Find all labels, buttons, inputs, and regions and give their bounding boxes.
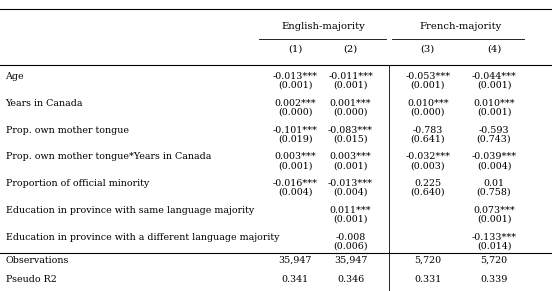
Text: (0.004): (0.004) xyxy=(278,188,312,197)
Text: (0.014): (0.014) xyxy=(477,242,511,250)
Text: Prop. own mother tongue: Prop. own mother tongue xyxy=(6,126,129,134)
Text: (0.001): (0.001) xyxy=(278,81,312,90)
Text: French-majority: French-majority xyxy=(420,22,502,31)
Text: 0.331: 0.331 xyxy=(414,275,442,283)
Text: Education in province with same language majority: Education in province with same language… xyxy=(6,206,254,215)
Text: 5,720: 5,720 xyxy=(480,256,508,265)
Text: 0.01: 0.01 xyxy=(484,179,505,188)
Text: (0.006): (0.006) xyxy=(333,242,368,250)
Text: 0.002***: 0.002*** xyxy=(274,99,316,108)
Text: 0.073***: 0.073*** xyxy=(473,206,515,215)
Text: (0.015): (0.015) xyxy=(333,134,368,143)
Text: (3): (3) xyxy=(421,45,435,54)
Text: -0.044***: -0.044*** xyxy=(471,72,517,81)
Text: Education in province with a different language majority: Education in province with a different l… xyxy=(6,233,279,242)
Text: Years in Canada: Years in Canada xyxy=(6,99,83,108)
Text: (2): (2) xyxy=(343,45,358,54)
Text: -0.008: -0.008 xyxy=(336,233,365,242)
Text: -0.013***: -0.013*** xyxy=(328,179,373,188)
Text: 0.010***: 0.010*** xyxy=(407,99,449,108)
Text: English-majority: English-majority xyxy=(281,22,365,31)
Text: -0.593: -0.593 xyxy=(479,126,509,134)
Text: -0.013***: -0.013*** xyxy=(273,72,318,81)
Text: (1): (1) xyxy=(288,45,302,54)
Text: 0.225: 0.225 xyxy=(414,179,442,188)
Text: 35,947: 35,947 xyxy=(334,256,367,265)
Text: -0.039***: -0.039*** xyxy=(471,152,517,161)
Text: (0.001): (0.001) xyxy=(477,81,511,90)
Text: (0.003): (0.003) xyxy=(411,161,445,170)
Text: (0.758): (0.758) xyxy=(477,188,511,197)
Text: 0.003***: 0.003*** xyxy=(330,152,371,161)
Text: 0.341: 0.341 xyxy=(282,275,309,283)
Text: -0.053***: -0.053*** xyxy=(405,72,450,81)
Text: 35,947: 35,947 xyxy=(279,256,312,265)
Text: -0.083***: -0.083*** xyxy=(328,126,373,134)
Text: Age: Age xyxy=(6,72,24,81)
Text: (0.019): (0.019) xyxy=(278,134,312,143)
Text: 0.339: 0.339 xyxy=(480,275,508,283)
Text: (4): (4) xyxy=(487,45,501,54)
Text: (0.004): (0.004) xyxy=(333,188,368,197)
Text: 0.346: 0.346 xyxy=(337,275,364,283)
Text: (0.001): (0.001) xyxy=(333,81,368,90)
Text: -0.133***: -0.133*** xyxy=(471,233,517,242)
Text: -0.016***: -0.016*** xyxy=(273,179,318,188)
Text: -0.032***: -0.032*** xyxy=(405,152,450,161)
Text: Prop. own mother tongue*Years in Canada: Prop. own mother tongue*Years in Canada xyxy=(6,152,211,161)
Text: -0.011***: -0.011*** xyxy=(328,72,373,81)
Text: 0.011***: 0.011*** xyxy=(330,206,371,215)
Text: 5,720: 5,720 xyxy=(414,256,442,265)
Text: (0.004): (0.004) xyxy=(477,161,511,170)
Text: 0.003***: 0.003*** xyxy=(274,152,316,161)
Text: (0.641): (0.641) xyxy=(411,134,445,143)
Text: (0.000): (0.000) xyxy=(411,108,445,116)
Text: (0.000): (0.000) xyxy=(333,108,368,116)
Text: (0.001): (0.001) xyxy=(411,81,445,90)
Text: Proportion of official minority: Proportion of official minority xyxy=(6,179,149,188)
Text: Pseudo R2: Pseudo R2 xyxy=(6,275,56,283)
Text: Observations: Observations xyxy=(6,256,69,265)
Text: (0.001): (0.001) xyxy=(477,108,511,116)
Text: (0.001): (0.001) xyxy=(333,215,368,223)
Text: (0.743): (0.743) xyxy=(477,134,511,143)
Text: 0.010***: 0.010*** xyxy=(473,99,515,108)
Text: (0.001): (0.001) xyxy=(278,161,312,170)
Text: (0.000): (0.000) xyxy=(278,108,312,116)
Text: -0.783: -0.783 xyxy=(412,126,443,134)
Text: (0.001): (0.001) xyxy=(333,161,368,170)
Text: -0.101***: -0.101*** xyxy=(273,126,318,134)
Text: 0.001***: 0.001*** xyxy=(330,99,371,108)
Text: (0.001): (0.001) xyxy=(477,215,511,223)
Text: (0.640): (0.640) xyxy=(411,188,445,197)
